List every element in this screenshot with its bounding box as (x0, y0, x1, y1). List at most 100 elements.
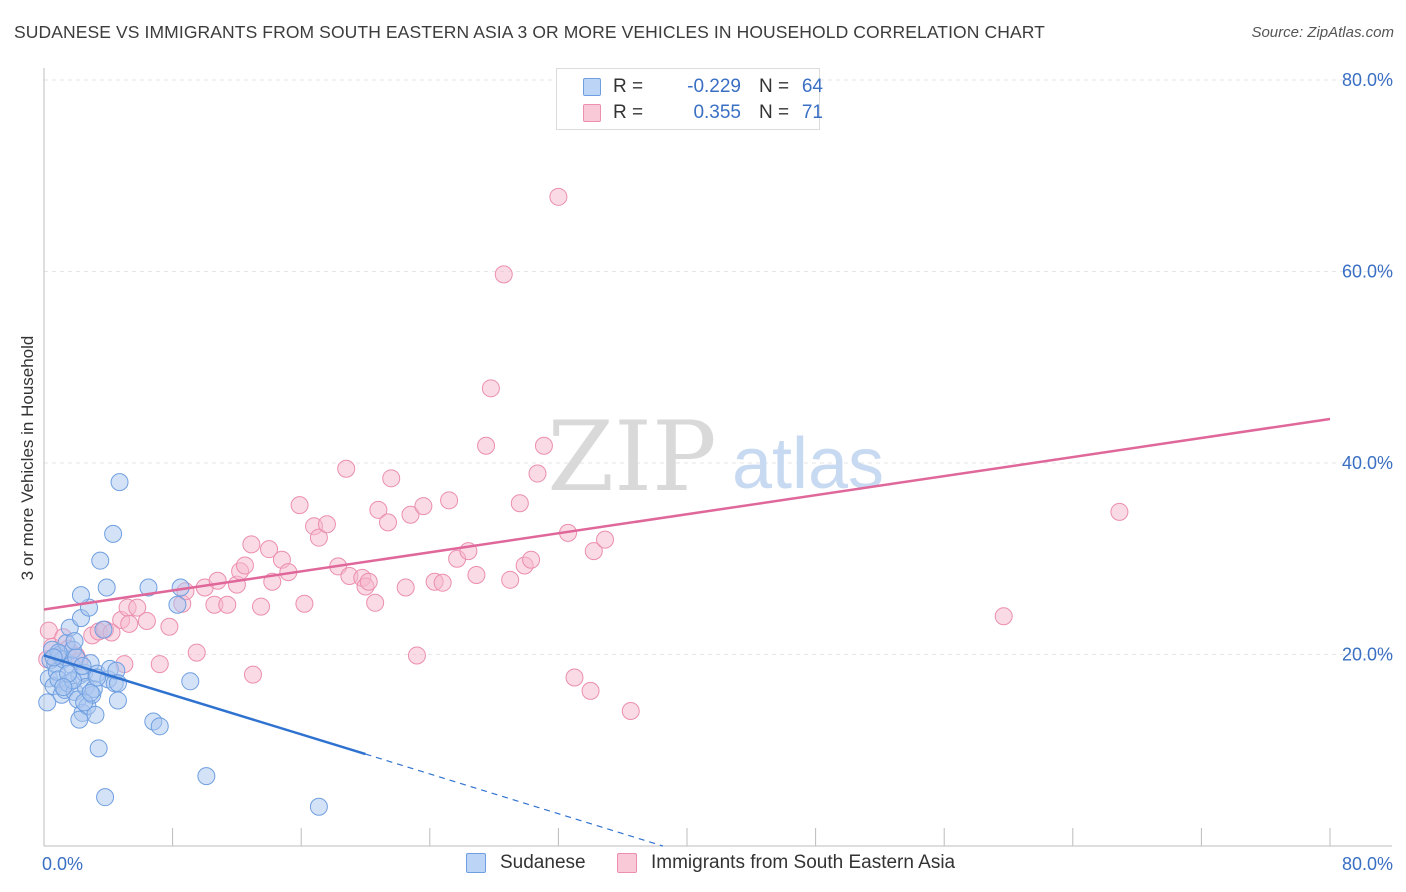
data-point-immigrants (208, 571, 227, 590)
data-point-sudanese (110, 473, 129, 492)
data-point-immigrants (252, 597, 271, 616)
data-point-immigrants (994, 607, 1013, 626)
data-point-immigrants (128, 598, 147, 617)
data-point-immigrants (337, 459, 356, 478)
data-point-sudanese (89, 739, 108, 758)
data-point-immigrants (379, 513, 398, 532)
data-point-immigrants (150, 655, 169, 674)
data-point-immigrants (369, 500, 388, 519)
data-point-immigrants (481, 379, 500, 398)
data-point-sudanese (108, 691, 127, 710)
data-point-sudanese (104, 524, 123, 543)
legend-r-label: R = (613, 102, 644, 123)
y-axis-label: 3 or more Vehicles in Household (18, 335, 37, 581)
watermark-zip: ZIP (547, 401, 716, 513)
watermark: ZIP atlas (547, 401, 884, 513)
data-point-immigrants (477, 436, 496, 455)
data-point-sudanese (71, 586, 90, 605)
data-point-immigrants (440, 491, 459, 510)
trendline-sudanese-extension (365, 753, 664, 847)
data-point-sudanese (150, 717, 169, 736)
data-point-immigrants (549, 187, 568, 206)
data-point-sudanese (91, 551, 110, 570)
legend-r-value: -0.229 (687, 76, 741, 97)
data-point-sudanese (97, 578, 116, 597)
data-point-immigrants (260, 540, 279, 559)
data-point-immigrants (522, 550, 541, 569)
y-tick-label: 20.0% (1342, 645, 1393, 665)
legend-swatch-pink (583, 104, 601, 122)
legend-n-value: 71 (801, 102, 823, 123)
data-point-immigrants (359, 572, 378, 591)
data-point-immigrants (414, 497, 433, 516)
x-tick-label: 0.0% (42, 854, 83, 874)
grid-layer (44, 79, 1392, 655)
trendline-sudanese (43, 654, 366, 756)
data-point-immigrants (565, 668, 584, 687)
legend-r-label: R = (613, 76, 644, 97)
data-point-immigrants (160, 617, 179, 636)
data-point-sudanese (65, 632, 84, 651)
data-point-immigrants (243, 665, 262, 684)
data-point-sudanese (309, 797, 328, 816)
bottom-legend-label: Immigrants from South Eastern Asia (651, 852, 956, 873)
data-point-immigrants (401, 505, 420, 524)
y-tick-label: 60.0% (1342, 262, 1393, 282)
blue-points (38, 473, 328, 816)
data-point-immigrants (510, 494, 529, 513)
y-tick-label: 80.0% (1342, 70, 1393, 90)
data-point-immigrants (235, 556, 254, 575)
data-point-immigrants (581, 681, 600, 700)
legend-n-label: N = (759, 76, 790, 97)
data-point-immigrants (382, 469, 401, 488)
data-point-immigrants (528, 464, 547, 483)
data-point-sudanese (81, 683, 100, 702)
data-point-immigrants (1110, 502, 1129, 521)
data-point-sudanese (181, 672, 200, 691)
data-point-sudanese (168, 595, 187, 614)
data-point-sudanese (139, 578, 158, 597)
data-point-sudanese (38, 693, 57, 712)
data-point-immigrants (317, 515, 336, 534)
data-point-sudanese (54, 678, 73, 697)
data-point-immigrants (501, 570, 520, 589)
data-point-immigrants (534, 436, 553, 455)
legend-n-label: N = (759, 102, 790, 123)
bottom-legend-swatch-blue (466, 853, 486, 873)
y-tick-label: 40.0% (1342, 453, 1393, 473)
trendline-immigrants (43, 417, 1331, 611)
data-point-immigrants (596, 530, 615, 549)
data-point-sudanese (197, 767, 216, 786)
bottom-legend-swatch-pink (617, 853, 637, 873)
source-label: Source: ZipAtlas.com (1251, 24, 1394, 41)
stats-legend: R = -0.229 N = 64 R = 0.355 N = 71 (556, 68, 823, 130)
bottom-legend-label: Sudanese (500, 852, 586, 873)
data-point-immigrants (242, 535, 261, 554)
legend-swatch-blue (583, 78, 601, 96)
data-point-immigrants (295, 594, 314, 613)
data-point-immigrants (120, 614, 139, 633)
data-point-immigrants (396, 578, 415, 597)
data-point-immigrants (218, 595, 237, 614)
data-point-immigrants (467, 566, 486, 585)
legend-r-value: 0.355 (693, 102, 741, 123)
data-point-sudanese (94, 620, 113, 639)
data-point-immigrants (366, 593, 385, 612)
tick-label-layer: 20.0% 40.0% 60.0% 80.0% 0.0% 80.0% (42, 70, 1393, 874)
data-point-immigrants (407, 646, 426, 665)
trend-layer (43, 417, 1331, 847)
axes-layer (43, 68, 1392, 847)
data-point-immigrants (309, 528, 328, 547)
data-point-sudanese (96, 788, 115, 807)
chart-title: SUDANESE VS IMMIGRANTS FROM SOUTH EASTER… (14, 22, 1045, 42)
data-point-immigrants (137, 611, 156, 630)
data-point-immigrants (290, 496, 309, 515)
data-point-immigrants (584, 542, 603, 561)
data-point-immigrants (433, 573, 452, 592)
data-point-immigrants (494, 265, 513, 284)
data-point-immigrants (621, 701, 640, 720)
data-point-immigrants (187, 643, 206, 662)
watermark-atlas: atlas (732, 424, 884, 504)
pink-points (38, 187, 1129, 720)
